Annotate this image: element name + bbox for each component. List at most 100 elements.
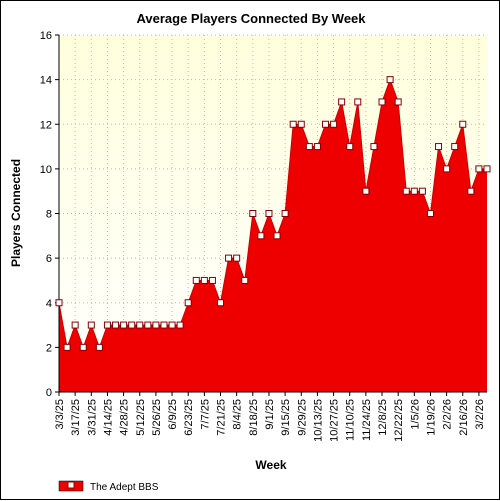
data-point [63,343,71,351]
data-point [249,210,257,217]
x-tick-label: 8/18/25 [248,399,260,436]
x-tick-label: 5/26/25 [151,399,163,436]
data-point [418,187,426,195]
y-tick-label: 14 [40,75,52,87]
data-point [144,321,152,329]
y-tick-label: 8 [46,209,52,221]
data-point [95,343,103,351]
x-tick-label: 4/28/25 [119,399,131,436]
legend-label: The Adept BBS [90,482,159,493]
data-point [257,232,265,240]
data-point [378,98,386,106]
x-tick-label: 9/1/25 [264,399,276,430]
data-point [346,143,354,151]
x-tick-label: 12/22/25 [393,399,405,442]
chart-title: Average Players Connected By Week [136,11,366,26]
x-tick-label: 9/29/25 [296,399,308,436]
data-point [103,321,111,329]
x-tick-label: 7/7/25 [199,399,211,430]
data-point [321,120,329,128]
x-tick-label: 3/3/25 [54,399,66,430]
data-point [192,276,200,284]
data-point [200,276,208,284]
x-tick-label: 10/13/25 [312,399,324,442]
data-point [451,143,459,151]
y-tick-label: 6 [46,253,52,265]
data-point [120,321,128,329]
x-tick-label: 3/17/25 [70,399,82,436]
data-markers [55,76,491,351]
y-tick-label: 10 [40,164,52,176]
y-tick-label: 0 [46,387,52,399]
data-point [136,321,144,329]
data-point [152,321,160,329]
data-point [160,321,168,329]
x-tick-label: 12/8/25 [377,399,389,436]
data-point [71,321,79,329]
data-point [370,143,378,151]
data-point [305,143,313,151]
data-point [467,187,475,195]
y-tick-label: 4 [46,298,52,310]
data-point [112,321,120,329]
data-point [208,276,216,284]
x-tick-label: 4/14/25 [102,399,114,436]
data-point [289,120,297,128]
legend: The Adept BBS [58,480,159,493]
x-tick-label: 3/31/25 [86,399,98,436]
legend-marker [67,481,75,489]
data-point [313,143,321,151]
x-tick-label: 2/16/26 [458,399,470,436]
data-point [87,321,95,329]
data-point [55,299,63,307]
x-tick-label: 6/23/25 [183,399,195,436]
x-tick-label: 6/9/25 [167,399,179,430]
data-point [435,143,443,151]
data-point [241,276,249,284]
data-point [330,120,338,128]
y-tick-labels: 0 2 4 6 8 10 12 14 16 [40,30,52,399]
data-point [386,76,394,84]
x-tick-label: 3/2/26 [474,399,486,430]
data-point [265,210,273,217]
data-point [273,232,281,240]
x-tick-label: 8/4/25 [232,399,244,430]
data-point [459,120,467,128]
x-tick-label: 2/2/26 [442,399,454,430]
x-tick-label: 10/27/25 [329,399,341,442]
data-point [79,343,87,351]
x-tick-label: 1/5/26 [409,399,421,430]
data-point [338,98,346,106]
data-point [176,321,184,329]
data-point [426,210,434,217]
data-point [354,98,362,106]
data-point [394,98,402,106]
y-tick-label: 12 [40,119,52,131]
data-point [233,254,241,262]
y-tick-label: 2 [46,342,52,354]
data-point [217,299,225,307]
data-point [184,299,192,307]
x-axis-title: Week [255,458,286,472]
data-point [362,187,370,195]
data-point [483,165,491,173]
x-tick-label: 1/19/26 [425,399,437,436]
data-point [225,254,233,262]
x-tick-label: 5/12/25 [135,399,147,436]
data-point [297,120,305,128]
data-point [402,187,410,195]
data-point [281,210,289,217]
x-tick-labels: 3/3/25 3/17/25 3/31/25 4/14/25 4/28/25 5/12/2… [54,399,486,442]
data-point [128,321,136,329]
x-tick-label: 11/10/25 [345,399,357,441]
series-area [59,79,487,392]
axes [55,34,487,396]
y-tick-label: 16 [40,30,52,42]
x-tick-label: 9/15/25 [280,399,292,436]
x-tick-label: 7/21/25 [216,399,228,436]
data-point [443,165,451,173]
data-point [410,187,418,195]
y-axis-title: Players Connected [9,159,23,267]
